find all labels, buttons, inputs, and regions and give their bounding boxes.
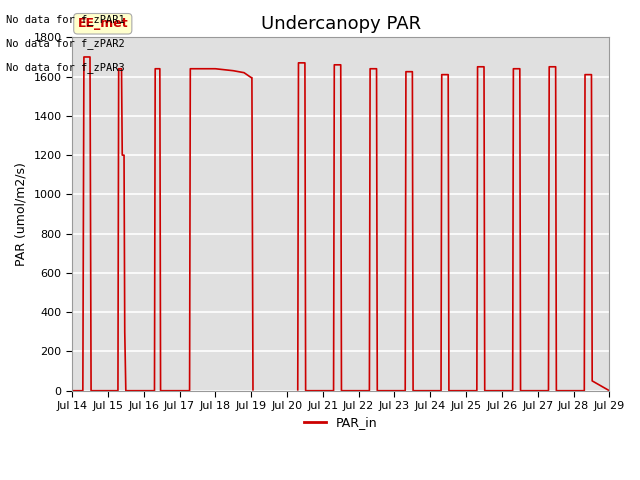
Text: No data for f_zPAR3: No data for f_zPAR3 — [6, 62, 125, 73]
Text: No data for f_zPAR1: No data for f_zPAR1 — [6, 14, 125, 25]
Title: Undercanopy PAR: Undercanopy PAR — [260, 15, 420, 33]
Text: EE_met: EE_met — [77, 17, 128, 30]
Text: No data for f_zPAR2: No data for f_zPAR2 — [6, 38, 125, 49]
Y-axis label: PAR (umol/m2/s): PAR (umol/m2/s) — [15, 162, 28, 266]
Legend: PAR_in: PAR_in — [299, 411, 383, 434]
